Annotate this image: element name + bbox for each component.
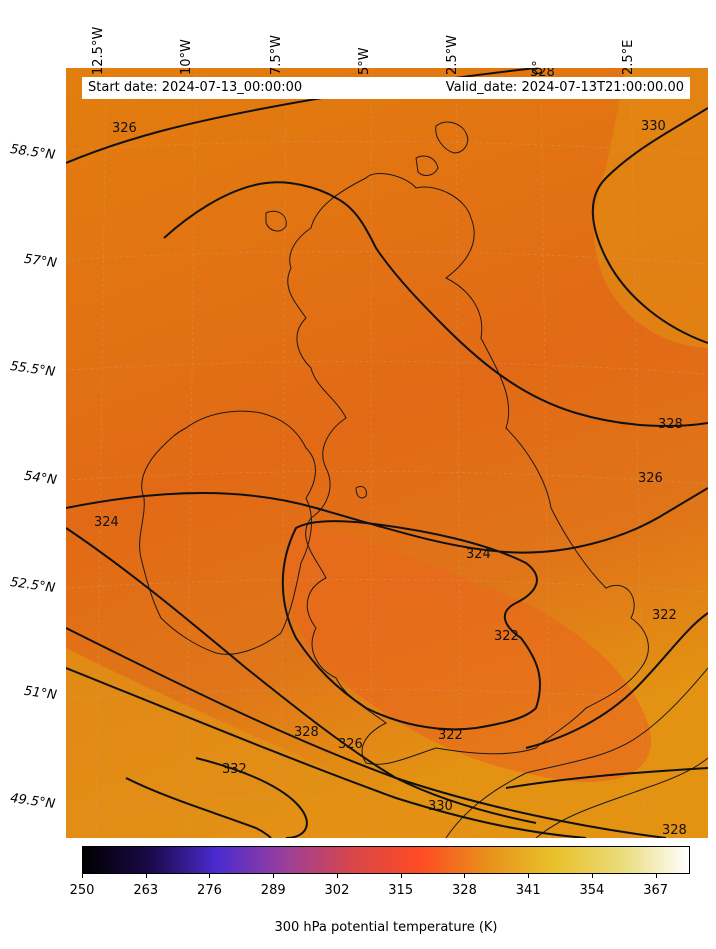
longitude-label: 2.5°W — [445, 34, 460, 75]
contour-label: 328 — [662, 823, 687, 838]
contour-label: 322 — [652, 608, 677, 623]
contour-label: 328 — [658, 417, 683, 432]
colorbar-tick-mark — [82, 874, 83, 878]
warm-region — [285, 523, 651, 782]
start-date-label: Start date: 2024-07-13_00:00:00 — [88, 80, 303, 95]
colorbar-tick-label: 367 — [643, 883, 669, 898]
longitude-label: 12.5°W — [91, 26, 106, 75]
colorbar-tick-label: 250 — [69, 883, 95, 898]
longitude-label: 7.5°W — [269, 34, 284, 75]
contour-label: 330 — [428, 799, 453, 814]
colorbar-tick-mark — [464, 874, 466, 878]
contour-label: 324 — [466, 547, 491, 562]
colorbar-tick-mark — [528, 874, 530, 878]
contour-label: 332 — [222, 762, 247, 777]
colorbar-tick-label: 315 — [388, 883, 414, 898]
colorbar-tick-mark — [591, 874, 593, 878]
contour-label: 326 — [112, 121, 137, 136]
latitude-label: 52.5°N — [9, 574, 56, 597]
latitude-label: 54°N — [23, 468, 58, 489]
colorbar-tick-mark — [145, 874, 147, 878]
colorbar-label: 300 hPa potential temperature (K) — [274, 920, 498, 935]
latitude-label: 57°N — [23, 251, 58, 272]
northeast-patch — [594, 68, 708, 348]
valid-date-label: Valid_date: 2024-07-13T21:00:00.00 — [445, 80, 684, 95]
contour-label: 326 — [638, 471, 663, 486]
contour-label: 322 — [494, 629, 519, 644]
latitude-label: 55.5°N — [9, 358, 56, 381]
longitude-label: 5°W — [357, 47, 372, 75]
contour-label: 328 — [294, 725, 319, 740]
longitude-label: 10°W — [179, 39, 194, 75]
colorbar — [82, 846, 690, 874]
colorbar-tick-mark — [655, 874, 657, 878]
contour-label: 322 — [438, 728, 463, 743]
map-panel: 326 328 330 328 326 324 324 322 322 322 … — [66, 68, 708, 838]
longitude-label: 2.5°E — [621, 39, 636, 75]
contour-label: 330 — [641, 119, 666, 134]
latitude-label: 51°N — [23, 683, 58, 704]
date-header: Start date: 2024-07-13_00:00:00 Valid_da… — [82, 77, 690, 99]
latitude-label: 58.5°N — [9, 141, 56, 164]
colorbar-tick-mark — [400, 874, 402, 878]
latitude-label: 49.5°N — [9, 790, 56, 813]
colorbar-tick-label: 289 — [260, 883, 286, 898]
longitude-label: 0° — [531, 60, 546, 75]
colorbar-tick-label: 276 — [197, 883, 222, 898]
graticule — [66, 68, 708, 838]
colorbar-tick-mark — [273, 874, 275, 878]
south-band — [66, 648, 486, 838]
contour-label: 324 — [94, 515, 119, 530]
contour-label: 326 — [338, 737, 363, 752]
colorbar-tick-label: 341 — [515, 883, 541, 898]
colorbar-tick-label: 263 — [133, 883, 159, 898]
colorbar-tick-mark — [209, 874, 211, 878]
colorbar-tick-mark — [336, 874, 338, 878]
colorbar-tick-label: 302 — [324, 883, 350, 898]
colorbar-tick-label: 328 — [452, 883, 477, 898]
colorbar-tick-label: 354 — [579, 883, 605, 898]
